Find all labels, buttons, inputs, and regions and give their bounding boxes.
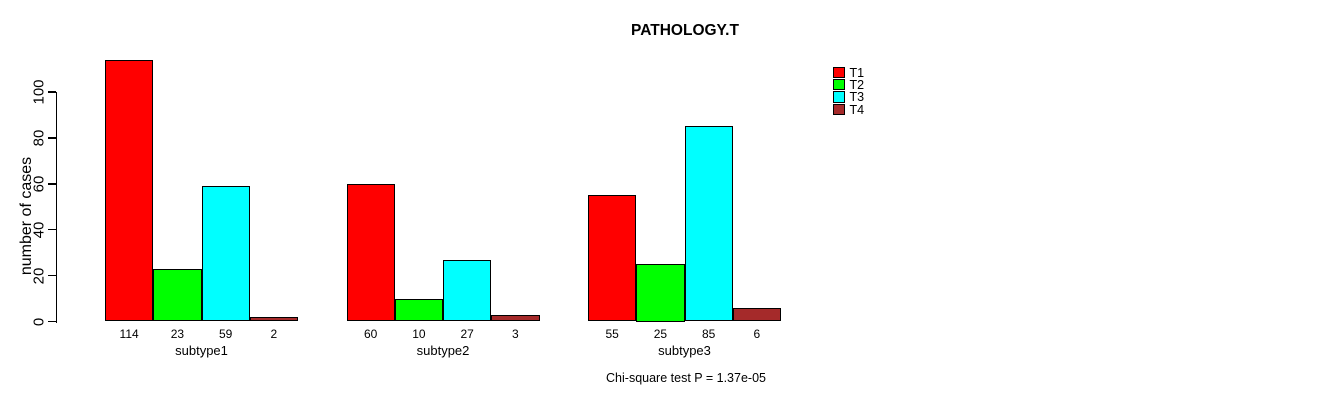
bar-t4-subtype2 — [491, 314, 540, 322]
y-axis-tick — [47, 183, 56, 185]
y-axis-tick — [47, 91, 56, 93]
bar-t4-subtype3 — [732, 307, 781, 322]
bar-t3-subtype2 — [443, 259, 492, 322]
bar-t2-subtype2 — [394, 298, 443, 322]
legend-label-t1: T1 — [849, 65, 865, 80]
bar-t1-subtype1 — [105, 59, 154, 322]
legend-swatch-t2 — [833, 78, 845, 91]
legend-label-t3: T3 — [849, 90, 865, 105]
bar-t2-subtype1 — [153, 268, 202, 322]
bar-value-label: 27 — [460, 327, 474, 341]
bar-value-label: 55 — [605, 327, 619, 341]
legend-label-t2: T2 — [849, 77, 865, 92]
bar-value-label: 85 — [701, 327, 716, 341]
bar-value-label: 23 — [170, 327, 185, 341]
bar-value-label: 25 — [653, 327, 668, 341]
bar-value-label: 60 — [363, 327, 378, 341]
bar-value-label: 10 — [412, 327, 426, 341]
legend-swatch-t1 — [833, 66, 845, 78]
bar-value-label: 2 — [270, 327, 278, 341]
bar-value-label: 3 — [512, 327, 519, 341]
category-label-subtype1: subtype1 — [175, 343, 228, 358]
chart-title: PATHOLOGY.T — [631, 22, 739, 39]
category-label-subtype3: subtype3 — [658, 343, 711, 358]
bar-value-label: 6 — [753, 327, 761, 341]
y-axis-tick — [47, 274, 56, 277]
legend-label-t4: T4 — [849, 102, 865, 117]
y-axis-line — [55, 92, 57, 323]
y-axis-tick — [47, 228, 56, 231]
bar-t1-subtype2 — [346, 183, 395, 322]
legend-swatch-t4 — [833, 103, 845, 116]
bar-t4-subtype1 — [249, 316, 298, 322]
annotation-text: Chi-square test P = 1.37e-05 — [606, 371, 766, 385]
bar-value-label: 114 — [119, 327, 139, 341]
bar-value-label: 59 — [218, 327, 233, 341]
bar-t2-subtype3 — [636, 264, 685, 322]
bar-t3-subtype3 — [684, 126, 733, 322]
y-axis-tick — [47, 137, 56, 139]
bar-t3-subtype1 — [201, 186, 250, 322]
legend-swatch-t3 — [833, 91, 845, 103]
category-label-subtype2: subtype2 — [416, 343, 470, 358]
bar-t1-subtype3 — [588, 195, 637, 322]
y-axis-tick — [47, 320, 56, 323]
